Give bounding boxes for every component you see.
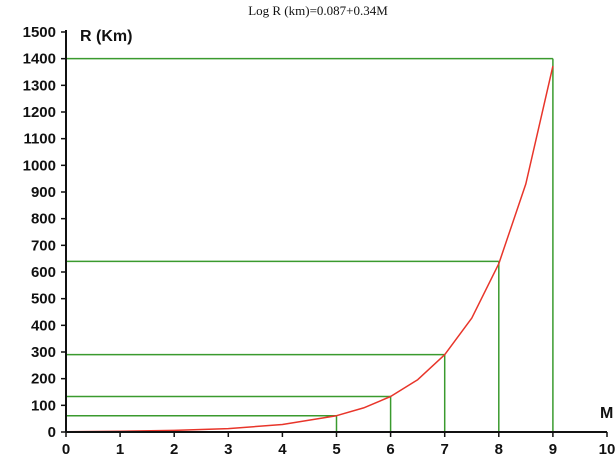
x-tick-label: 7: [441, 441, 449, 458]
x-tick-label: 8: [495, 441, 503, 458]
y-tick-label: 400: [31, 317, 56, 334]
x-tick-label: 0: [62, 441, 70, 458]
x-tick-label: 2: [170, 441, 178, 458]
y-ticks: 0 100 200 300 400 500 600 700 800 900 1000 1100 1200…: [23, 24, 66, 441]
y-tick-label: 500: [31, 291, 56, 308]
x-tick-label: 9: [549, 441, 557, 458]
series-line: [65, 65, 554, 433]
axes: [65, 30, 607, 433]
y-tick-label: 300: [31, 344, 56, 361]
y-tick-label: 1300: [23, 77, 56, 94]
x-tick-label: 6: [386, 441, 394, 458]
y-axis-label: R (Km): [80, 28, 132, 45]
x-tick-label: 5: [332, 441, 340, 458]
y-tick-label: 800: [31, 211, 56, 228]
x-ticks: 0 1 2 3 4 5 6 7 8 9 10: [62, 432, 616, 458]
y-tick-label: 600: [31, 264, 56, 281]
reference-lines: [66, 57, 554, 432]
y-tick-label: 1500: [23, 24, 56, 41]
y-tick-label: 1000: [23, 157, 56, 174]
y-tick-label: 900: [31, 184, 56, 201]
chart-title: Log R (km)=0.087+0.34M: [248, 3, 388, 18]
x-axis-label: M: [600, 405, 613, 422]
x-tick-label: 10: [599, 441, 616, 458]
y-tick-label: 1400: [23, 51, 56, 68]
y-tick-label: 700: [31, 237, 56, 254]
y-tick-label: 200: [31, 371, 56, 388]
series-group: [65, 65, 554, 433]
y-tick-label: 1200: [23, 104, 56, 121]
y-tick-label: 1100: [23, 131, 56, 148]
y-tick-label: 100: [31, 397, 56, 414]
x-tick-label: 1: [116, 441, 124, 458]
y-tick-label: 0: [48, 424, 56, 441]
x-tick-label: 4: [278, 441, 287, 458]
x-tick-label: 3: [224, 441, 232, 458]
